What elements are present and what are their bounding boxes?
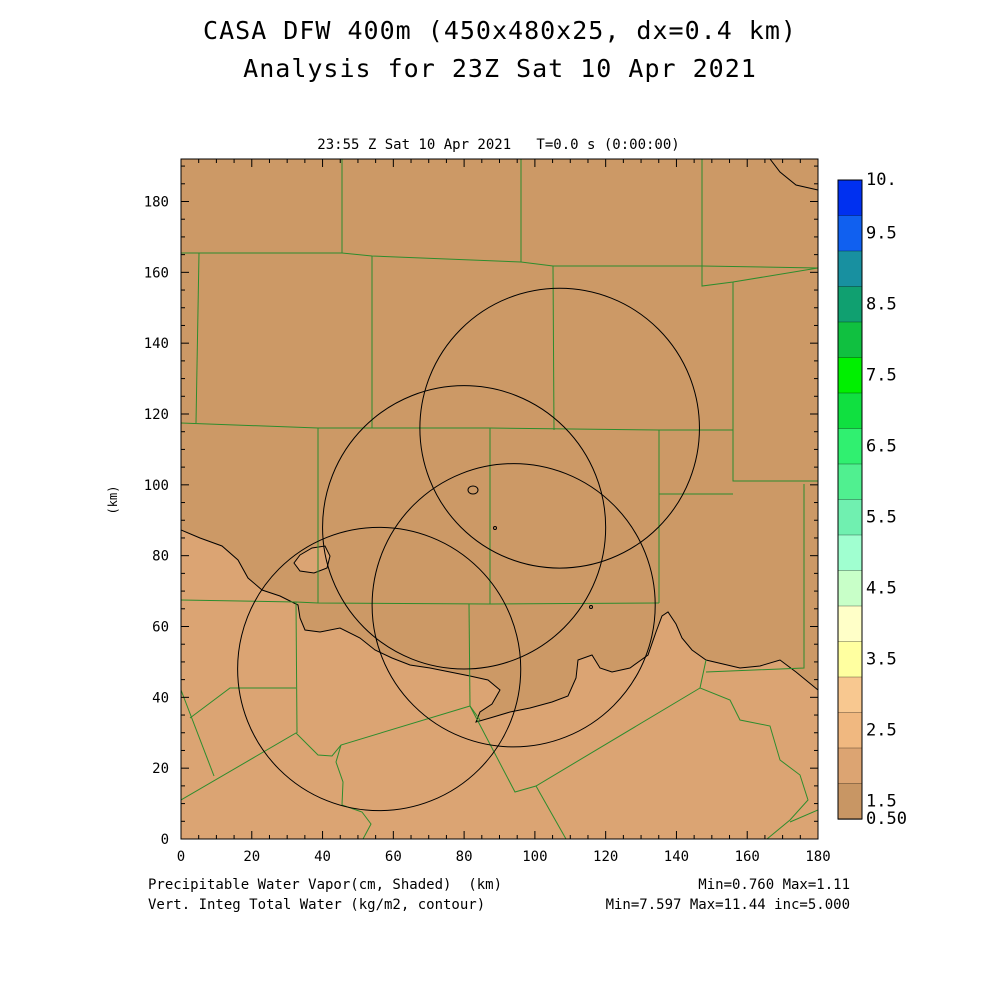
colorbar-swatch [837,641,863,678]
colorbar-swatch [837,570,863,607]
x-tick-label: 40 [314,849,331,865]
x-tick-label: 60 [385,849,402,865]
shaded-field-stats: Min=0.760 Max=1.11 [698,877,850,893]
colorbar-swatch [837,712,863,749]
county-boundaries [181,159,818,839]
colorbar: 10. 9.5 8.5 7.5 6.5 5.5 4.5 3.5 2.5 1.50.50 [837,170,907,829]
y-tick-label: 40 [152,690,169,706]
chart-title: CASA DFW 400m (450x480x25, dx=0.4 km) [203,16,797,45]
vitw-contour-ne [769,159,818,191]
colorbar-label: 8.5 [866,294,897,314]
y-tick-label: 80 [152,549,169,565]
colorbar-swatch [837,215,863,252]
range-ring-3 [371,463,656,748]
x-tick-label: 120 [593,849,618,865]
y-tick-label: 60 [152,620,169,636]
range-ring-4 [237,526,522,812]
colorbar-swatch [837,250,863,288]
colorbar-label: 4.5 [866,578,897,598]
x-tick-label: 20 [243,849,260,865]
colorbar-label: 3.5 [866,649,897,669]
colorbar-swatch [837,179,863,217]
vitw-contour-small [467,485,479,495]
contour-field-stats: Min=7.597 Max=11.44 inc=5.000 [605,897,850,913]
colorbar-label: 2.5 [866,720,897,740]
colorbar-swatch [837,676,863,714]
colorbar-swatch [837,534,863,572]
colorbar-swatch [837,605,863,643]
pwv-blob [294,546,330,573]
vitw-contour-blob [293,545,331,574]
x-tick-label: 140 [664,849,689,865]
colorbar-swatch [837,428,863,465]
colorbar-swatch [837,783,863,820]
radar-range-rings [237,287,700,812]
colorbar-swatch [837,357,863,394]
y-axis: 0 20 40 60 80 100 120 140 160 180 [144,165,818,848]
x-tick-label: 100 [522,849,547,865]
colorbar-label: 9.5 [866,223,897,243]
colorbar-label: 7.5 [866,365,897,385]
x-tick-label: 80 [456,849,473,865]
colorbar-swatch [837,392,863,430]
colorbar-frame [837,179,863,820]
colorbar-label: 1.5 [866,791,897,811]
x-tick-label: 0 [177,849,185,865]
range-ring-2 [322,385,607,670]
x-axis: 0 20 40 60 80 100 120 140 160 180 [177,159,831,865]
vitw-contour [181,529,818,723]
contour-field-label: Vert. Integ Total Water (kg/m2, contour) [148,897,486,913]
colorbar-swatch [837,499,863,536]
colorbar-swatch [837,321,863,359]
x-tick-label: 160 [735,849,760,865]
chart-subtitle: 23:55 Z Sat 10 Apr 2021 T=0.0 s (0:00:00… [317,137,680,153]
vitw-contour-dot2 [589,605,593,609]
y-tick-label: 20 [152,761,169,777]
colorbar-swatch [837,463,863,501]
y-tick-label: 140 [144,336,169,352]
colorbar-label: 5.5 [866,507,897,527]
colorbar-label: 0.50 [866,809,907,829]
y-tick-label: 0 [161,832,169,848]
range-ring-1 [419,287,700,569]
chart-title-line2: Analysis for 23Z Sat 10 Apr 2021 [243,54,757,83]
pwv-field-high [181,530,818,839]
vitw-contour-dot [493,526,497,530]
y-tick-label: 120 [144,407,169,423]
y-tick-label: 100 [144,478,169,494]
y-tick-label: 160 [144,265,169,281]
colorbar-swatch [837,286,863,323]
shaded-field-label: Precipitable Water Vapor(cm, Shaded) (km… [148,877,503,893]
x-tick-label: 180 [805,849,830,865]
colorbar-label: 10. [866,170,897,190]
y-tick-label: 180 [144,195,169,211]
colorbar-swatch [837,747,863,785]
colorbar-label: 6.5 [866,436,897,456]
